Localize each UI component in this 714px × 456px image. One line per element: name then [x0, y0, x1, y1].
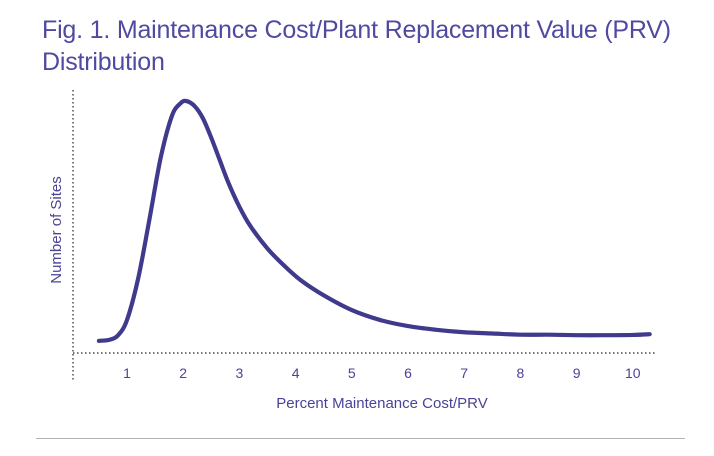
x-tick-label: 7: [460, 365, 468, 381]
x-tick-label: 8: [517, 365, 525, 381]
x-tick-labels: 1 2 3 4 5 6 7 8 9 10: [123, 365, 641, 381]
x-tick-label: 9: [573, 365, 581, 381]
figure-title: Fig. 1. Maintenance Cost/Plant Replaceme…: [42, 16, 671, 76]
y-axis-label: Number of Sites: [48, 176, 65, 284]
distribution-curve: [96, 98, 652, 343]
x-axis-label: Percent Maintenance Cost/PRV: [276, 395, 488, 412]
x-tick-label: 2: [179, 365, 187, 381]
x-tick-label: 3: [236, 365, 244, 381]
x-tick-label: 10: [625, 365, 641, 381]
x-tick-label: 5: [348, 365, 356, 381]
x-tick-label: 6: [404, 365, 412, 381]
bottom-divider: [36, 438, 685, 439]
x-tick-label: 4: [292, 365, 300, 381]
x-tick-label: 1: [123, 365, 131, 381]
